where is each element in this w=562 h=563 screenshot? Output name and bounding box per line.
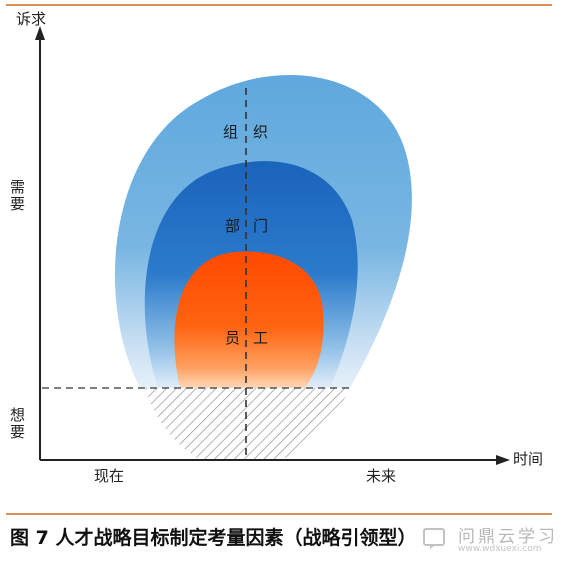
y-axis-arrow-icon (35, 26, 45, 40)
top-rule (6, 4, 552, 6)
x-axis-label: 时间 (513, 450, 543, 468)
x-left-label: 现在 (94, 467, 124, 485)
employee-label-right: 工 (253, 329, 268, 347)
y-upper-label: 需要 (10, 178, 25, 213)
organization-label-left: 组 (223, 123, 238, 141)
watermark: 问鼎云学习 www.wdxuexi.com (418, 520, 558, 556)
y-lower-label: 想要 (10, 406, 25, 441)
y-lower-label-group: 想要 (10, 406, 25, 441)
figure-caption: 图 7 人才战略目标制定考量因素（战略引领型） (10, 527, 417, 549)
employee-label-left: 员 (225, 329, 240, 347)
department-label-right: 门 (253, 217, 268, 235)
watermark-text: 问鼎云学习 (458, 527, 558, 547)
y-upper-label-group: 需要 (10, 178, 25, 213)
organization-label-right: 织 (253, 123, 268, 141)
caption-rule (6, 513, 552, 515)
watermark-logo-icon (423, 528, 445, 549)
x-axis-arrow-icon (496, 455, 510, 465)
layer-employee-shape (174, 251, 324, 388)
department-label-left: 部 (225, 217, 240, 235)
want-hatch-region (145, 388, 350, 460)
talent-strategy-diagram: 诉求 时间 需要 想要 现在 未来 组 织 部 门 员 工 (10, 10, 543, 485)
x-right-label: 未来 (366, 467, 396, 485)
watermark-url: www.wdxuexi.com (458, 544, 542, 554)
y-axis-label: 诉求 (16, 10, 46, 28)
